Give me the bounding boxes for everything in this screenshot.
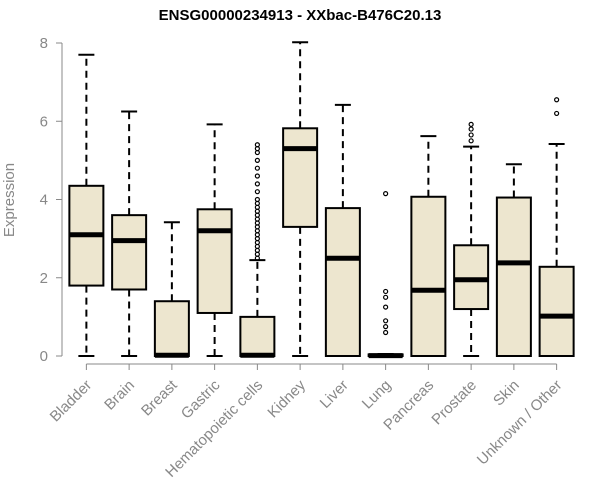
- box-series: [68, 41, 575, 359]
- x-tick-label: Prostate: [428, 377, 480, 429]
- x-tick-label: Brain: [101, 377, 138, 414]
- outlier-point: [383, 318, 389, 324]
- y-tick-label: 0: [40, 348, 48, 365]
- outlier-point: [383, 288, 389, 295]
- outlier-point: [468, 126, 474, 132]
- outlier-point: [554, 110, 560, 117]
- box: [538, 265, 575, 358]
- box-group: [239, 142, 276, 358]
- outlier-point: [383, 191, 389, 197]
- box-group: [68, 53, 105, 357]
- box-group: [153, 221, 190, 358]
- box: [324, 207, 361, 357]
- box: [282, 127, 319, 228]
- outlier-point: [383, 324, 389, 330]
- x-tick-label: Liver: [317, 377, 352, 412]
- outlier-point: [383, 304, 389, 310]
- y-axis-label: Expression: [1, 163, 18, 237]
- box: [196, 208, 233, 314]
- y-tick-label: 4: [40, 192, 48, 209]
- box-group: [196, 123, 233, 357]
- outlier-point: [254, 173, 260, 179]
- x-tick-label: Skin: [490, 377, 523, 410]
- outlier-point: [468, 121, 474, 127]
- x-tick-label: Lung: [359, 377, 395, 413]
- box: [410, 195, 447, 357]
- x-tick-label: Kidney: [264, 376, 309, 421]
- outlier-point: [254, 165, 260, 171]
- outlier-point: [254, 196, 260, 203]
- box-group: [453, 121, 490, 357]
- outlier-point: [554, 97, 560, 103]
- box-group: [324, 103, 361, 357]
- box-group: [111, 110, 148, 357]
- outlier-point: [254, 157, 260, 163]
- box: [453, 244, 490, 311]
- outlier-point: [254, 189, 260, 195]
- y-tick-label: 8: [40, 35, 48, 52]
- box-group: [410, 135, 447, 357]
- y-axis: 0 2 4 6 8: [40, 35, 63, 365]
- outlier-point: [383, 329, 389, 336]
- chart-title: ENSG00000234913 - XXbac-B476C20.13: [158, 7, 442, 24]
- y-tick-label: 2: [40, 270, 48, 287]
- box-group: [282, 41, 319, 357]
- box: [239, 315, 276, 357]
- outlier-point: [254, 181, 260, 187]
- outlier-point: [468, 132, 474, 138]
- outlier-point: [383, 294, 389, 300]
- box-group: [367, 191, 404, 359]
- box-group: [495, 163, 532, 357]
- box: [111, 214, 148, 291]
- x-tick-label: Bladder: [47, 377, 96, 426]
- box-group: [538, 97, 575, 358]
- box: [495, 196, 532, 357]
- box: [153, 300, 190, 358]
- y-tick-label: 6: [40, 113, 48, 130]
- outlier-point: [254, 142, 260, 148]
- outlier-point: [468, 138, 474, 144]
- x-tick-label: Breast: [138, 376, 181, 419]
